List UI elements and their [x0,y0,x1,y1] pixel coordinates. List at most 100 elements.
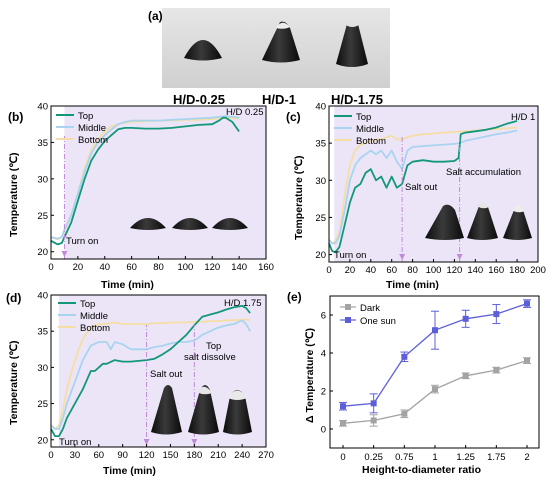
data-point-dark [524,357,530,364]
panel-c-chart: (c) 0 20 40 60 80 100 120 140 160 180 200202530354… [286,102,546,292]
series-line-top [50,116,240,246]
panel-d-label: (d) [6,291,21,305]
event-marker-arrow [191,439,198,445]
legend: Top Middle Bottom [58,299,110,334]
x-tick-label: 30 [70,450,81,461]
heating-region-shading [64,106,266,259]
x-tick-label: 80 [153,262,164,273]
data-point-one-sun [370,400,377,407]
x-tick-label: 140 [231,262,247,273]
data-point-dark [340,420,346,427]
sample-label-hd-0.25: H/D-0.25 [173,92,225,107]
x-tick-label: 180 [186,450,202,461]
salt-crust-hd-1.75 [346,17,359,27]
sample-photos-d [151,385,252,435]
annotation-turn-on: Turn on [66,236,98,247]
y-tick-label: 25 [37,211,48,222]
y-axis-label: Temperature (℃) [8,340,20,425]
legend-marker-dark [345,304,351,310]
data-point-dark [370,417,377,424]
x-tick-label: 270 [258,450,274,461]
series-line-top [328,120,518,254]
legend-label-bottom: Bottom [80,323,110,334]
data-point-dark [462,372,469,379]
sample-cone-hd-1 [262,21,300,63]
annotation-salt-accumulation: Salt accumulation [446,167,521,178]
y-tick-label: 20 [37,247,48,258]
x-tick-label: 2 [524,452,529,463]
x-tick-label: 120 [446,265,462,276]
data-point-one-sun [462,315,469,322]
series-line-middle [328,129,518,245]
x-tick-label: 0.25 [364,452,383,463]
sample-label-hd-1.75: H/D-1.75 [331,92,383,107]
data-point-one-sun [401,353,408,360]
annotation-turn-on: Turn on [334,250,366,261]
x-tick-label: 1 [432,452,437,463]
legend-label-middle: Middle [78,123,106,134]
y-tick-label: 30 [37,174,48,185]
x-tick-label: 0.75 [395,452,414,463]
annotation-line: Top [206,341,221,352]
legend: Top Middle Bottom [56,111,108,146]
event-marker-arrow [399,254,406,260]
x-tick-label: 200 [530,265,546,276]
y-axis-label: Δ Temperature (℃) [304,328,316,423]
y-tick-label: 20 [315,250,326,261]
series-line-top [50,304,251,438]
y-tick-label: 35 [315,139,326,150]
x-tick-label: 60 [126,262,137,273]
x-tick-label: 160 [488,265,504,276]
y-tick-label: 25 [37,399,48,410]
y-tick-label: 6 [321,311,326,322]
panel-d-title: H/D 1.75 [224,298,262,309]
annotation-turn-on: Turn on [59,437,91,448]
annotation-salt-out: Salt out [405,182,438,193]
data-point-dark [432,386,438,393]
salt-crust [228,390,247,400]
cone-image [467,202,498,240]
y-tick-label: 30 [37,363,48,374]
data-point-dark [401,410,408,417]
x-tick-label: 0 [340,452,345,463]
annotation-line: salt dissolve [184,352,236,363]
legend-label-top: Top [78,111,93,122]
legend-label-top: Top [356,112,371,123]
x-tick-label: 90 [117,450,128,461]
data-point-one-sun [493,311,500,318]
panel-c-label: (c) [286,110,301,124]
sample-photos-b [130,218,248,230]
x-tick-label: 210 [210,450,226,461]
x-tick-label: 0 [48,450,53,461]
legend: Top Middle Bottom [334,112,386,147]
x-tick-label: 240 [234,450,250,461]
cone-image [172,218,208,230]
x-tick-label: 140 [467,265,483,276]
legend-label-middle: Middle [356,124,384,135]
x-tick-label: 0 [48,262,53,273]
x-tick-label: 40 [366,265,377,276]
x-tick-label: 60 [386,265,397,276]
panel-d-chart: (d) 0 30 60 90 120 150 180 210 240 2702025303540 … [6,291,274,478]
x-tick-label: 160 [258,262,274,273]
x-tick-label: 80 [407,265,418,276]
x-tick-label: 100 [426,265,442,276]
legend-label-middle: Middle [80,311,108,322]
x-axis-label: Time (min) [103,465,156,477]
legend-label-bottom: Bottom [356,136,386,147]
panel-c-title: H/D 1 [511,112,535,123]
legend-label-dark: Dark [360,303,380,314]
legend-label-one-sun: One sun [360,316,396,327]
x-tick-label: 180 [509,265,525,276]
cone-image [425,204,464,240]
plot-frame [50,294,267,448]
data-point-dark [493,367,500,374]
panel-e-chart: (e) 0 0.25 0.75 1 1.25 1.75 2 0 2 4 6 Dark One sun… [287,290,540,476]
event-marker-arrow [61,251,68,257]
x-tick-label: 60 [93,450,104,461]
cone-image [151,385,182,435]
x-tick-label: 120 [204,262,220,273]
y-tick-label: 40 [315,102,326,113]
